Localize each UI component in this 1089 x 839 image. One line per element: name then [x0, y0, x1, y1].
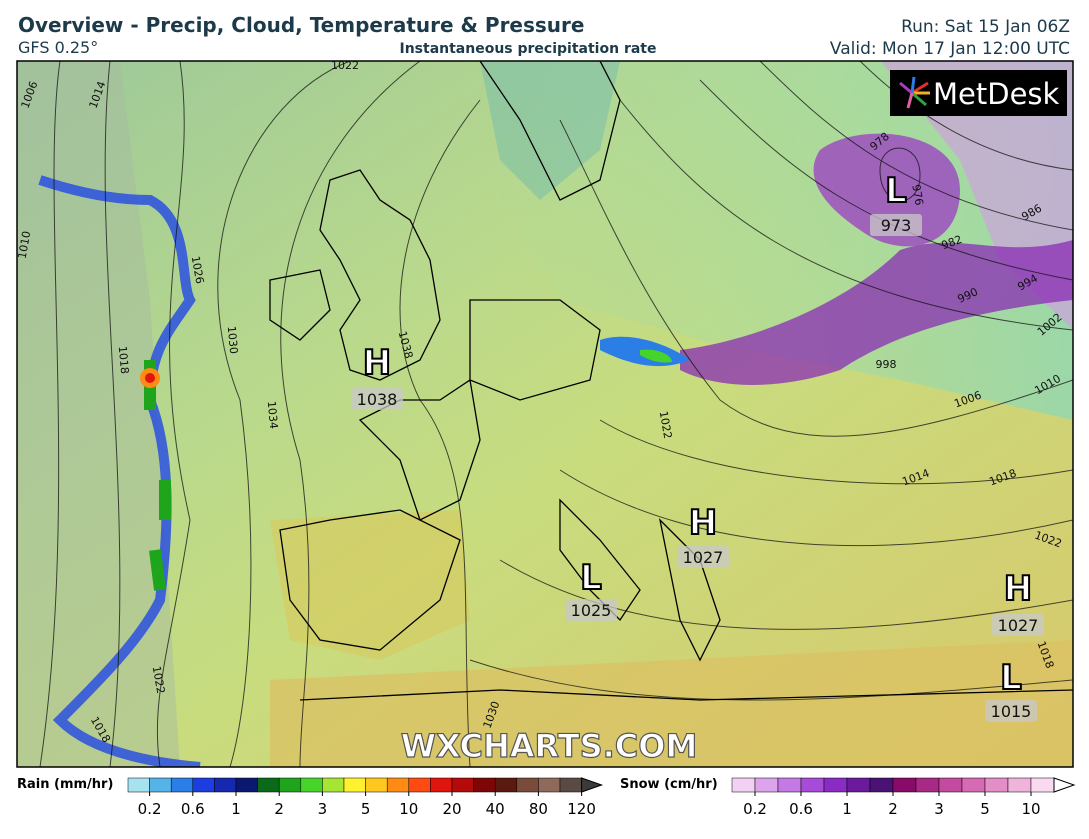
isobar-label: 1022	[657, 410, 675, 440]
logo-icon	[899, 76, 930, 109]
valid-time: Valid: Mon 17 Jan 12:00 UTC	[830, 39, 1070, 59]
rain-tick-label: 0.2	[138, 800, 162, 818]
snow-scale-swatch	[846, 777, 871, 793]
rain-scale-swatch	[149, 777, 172, 793]
isobar-label: 1018	[116, 345, 131, 374]
snow-scale-swatch	[915, 777, 940, 793]
snow-tick-label: 0.6	[789, 800, 813, 818]
rain-scale-swatch	[257, 777, 280, 793]
snow-scale-swatch	[823, 777, 848, 793]
coastlines	[269, 61, 1073, 701]
isobar-label: 1022	[150, 665, 168, 695]
pressure-centers: H 1038 L 973 H 1027 L 1025 H 1027 L 1015	[351, 170, 1044, 722]
watermark: WXCHARTS.COM	[401, 727, 698, 765]
rain-scale-swatch	[300, 777, 323, 793]
snow-scale-swatch	[938, 777, 963, 793]
center-value: 973	[881, 216, 912, 235]
isobar-label: 1022	[331, 59, 359, 72]
center-letter: L	[580, 558, 602, 598]
center-value: 1038	[357, 390, 398, 409]
rain-scale-swatch	[322, 777, 345, 793]
snow-scale-swatch	[1030, 777, 1055, 793]
rain-scale-swatch	[192, 777, 215, 793]
center-letter: H	[363, 343, 391, 383]
rain-scale-swatch	[170, 777, 194, 793]
rain-tick-label: 40	[486, 800, 505, 818]
center-letter: L	[1000, 658, 1022, 698]
center-value-box	[992, 614, 1044, 636]
snow-scale-swatch	[754, 777, 779, 793]
rain-scale-swatch	[451, 777, 474, 793]
rain-scale-swatch	[278, 777, 302, 793]
snow-scale-swatch	[777, 777, 802, 793]
center-value: 1025	[571, 601, 612, 620]
center-letter: L	[885, 171, 907, 211]
rain-scale-swatch	[538, 777, 561, 793]
snow-legend-title: Snow (cm/hr)	[620, 777, 718, 792]
isobar-label: 1034	[265, 400, 280, 429]
rain-tick-label: 5	[361, 800, 371, 818]
rain-scale-swatch	[516, 777, 539, 793]
snow-tick-label: 0.2	[743, 800, 767, 818]
rain-scale-swatch	[408, 777, 431, 793]
rain-scale-swatch	[494, 777, 518, 793]
snow-scale-swatch	[869, 777, 894, 793]
center-letter: H	[1004, 569, 1032, 609]
isobar-label: 1010	[16, 230, 34, 260]
center-letter: H	[689, 503, 717, 543]
snow-tick-label: 5	[980, 800, 990, 818]
center-value-box	[985, 700, 1037, 722]
snow-tick-label: 3	[934, 800, 944, 818]
center-value: 1027	[998, 616, 1039, 635]
rain-tick-label: 3	[318, 800, 328, 818]
rain-scale-swatch	[386, 777, 410, 793]
snow-tick-label: 10	[1021, 800, 1040, 818]
snow-scale-swatch	[1007, 777, 1032, 793]
snow-tick-label: 1	[842, 800, 852, 818]
rain-scale-swatch	[127, 777, 150, 793]
rain-tick-label: 20	[442, 800, 461, 818]
center-value-box	[870, 214, 922, 236]
rain-scale-swatch	[343, 777, 366, 793]
rain-tick-label: 80	[529, 800, 548, 818]
rain-scale-swatch	[559, 777, 582, 793]
rain-scale-arrow	[581, 777, 604, 793]
rain-scale-swatch	[430, 777, 453, 793]
logo-text: MetDesk	[933, 77, 1060, 111]
rain-tick-label: 1	[231, 800, 241, 818]
rain-tick-label: 120	[567, 800, 596, 818]
isobar-label: 1030	[225, 325, 240, 354]
isobar-label: 976	[909, 183, 925, 206]
subtitle: Instantaneous precipitation rate	[400, 41, 657, 57]
rain-scale-swatch	[214, 777, 237, 793]
rain-tick-label: 10	[399, 800, 418, 818]
center-value-box	[677, 546, 729, 568]
rain-tick-label: 2	[274, 800, 284, 818]
center-value: 1027	[683, 548, 724, 567]
isobar-label: 998	[876, 358, 897, 371]
snow-tick-label: 2	[888, 800, 898, 818]
snow-scale-swatch	[731, 777, 756, 793]
snow-scale-swatch	[800, 777, 825, 793]
model: GFS 0.25°	[18, 38, 98, 57]
rain-scale-swatch	[365, 777, 388, 793]
map	[17, 61, 1073, 767]
center-value: 1015	[991, 702, 1032, 721]
rain-legend-title: Rain (mm/hr)	[17, 777, 113, 792]
center-value-box	[565, 599, 617, 621]
rain-tick-label: 0.6	[181, 800, 205, 818]
snow-scale-swatch	[984, 777, 1009, 793]
snow-scale-arrow	[1053, 777, 1076, 793]
rain-scale-swatch	[235, 777, 258, 793]
snow-scale-swatch	[961, 777, 986, 793]
isobar-label: 1026	[189, 255, 207, 285]
snow-scale-swatch	[892, 777, 917, 793]
run-time: Run: Sat 15 Jan 06Z	[901, 17, 1070, 37]
legends: 0.2 0.6 1 2 3 5 10 20 40 80 120 0.2 0.6 1 2 3 5 10	[127, 777, 1076, 818]
rain-scale-swatch	[473, 777, 496, 793]
center-value-box	[351, 388, 403, 410]
title: Overview - Precip, Cloud, Temperature & …	[18, 13, 584, 37]
